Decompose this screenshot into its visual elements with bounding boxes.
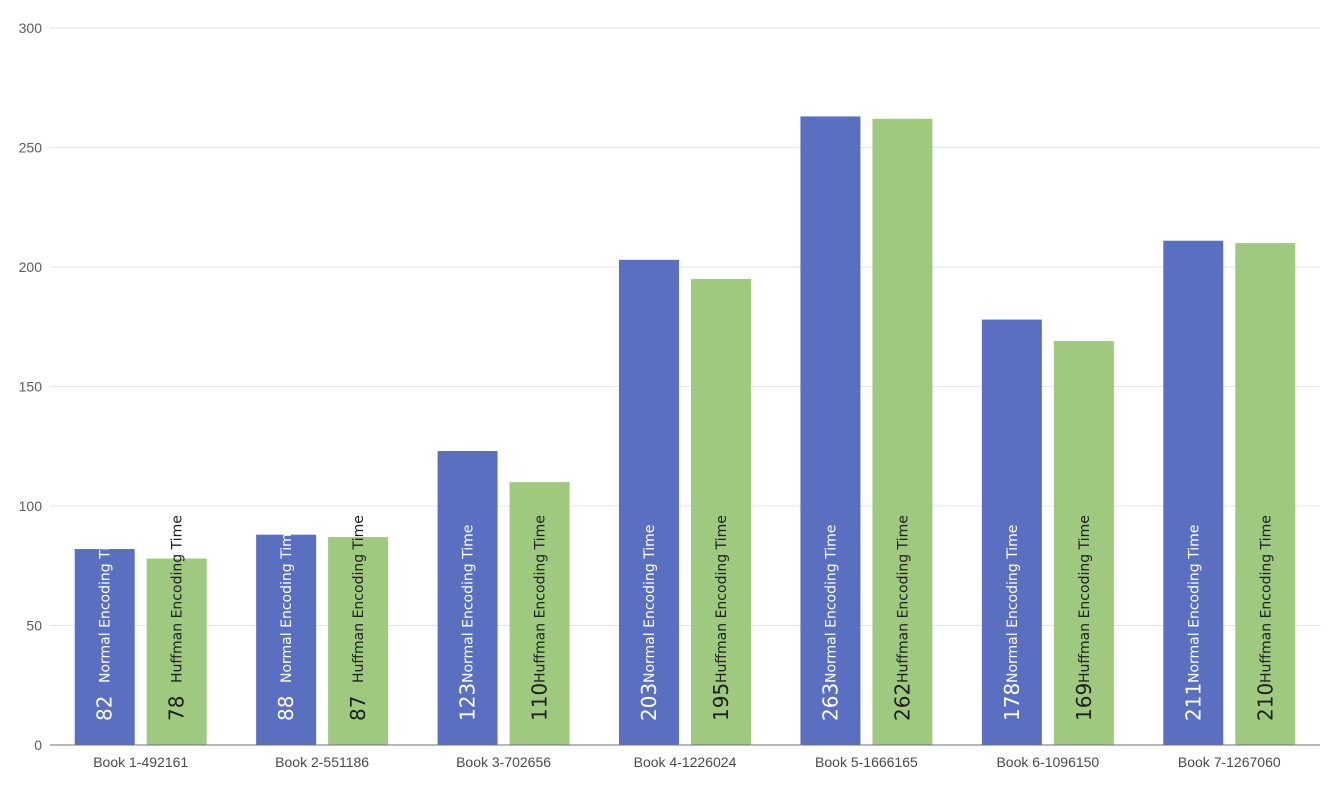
bar-value-label: 211	[1181, 683, 1205, 721]
bar-huffman	[1053, 341, 1114, 745]
bar-series-label: Normal Encoding Time	[1186, 525, 1202, 683]
y-tick-label: 0	[34, 737, 42, 753]
bar-huffman	[1235, 243, 1296, 745]
y-axis-ticks: 0 50 100 150 200 250 300	[19, 20, 43, 753]
bar-value-label: 123	[456, 683, 480, 721]
gridlines	[50, 27, 1320, 626]
bar-huffman	[328, 537, 389, 745]
bar-normal	[1163, 240, 1224, 745]
bar-normal	[256, 534, 317, 745]
bar-normal	[800, 116, 861, 746]
y-tick-label: 150	[19, 379, 43, 395]
bar-huffman	[691, 278, 751, 745]
bar-normal	[981, 319, 1042, 745]
bar-series-label: Huffman Encoding Time	[895, 515, 911, 683]
bar-normal	[619, 259, 679, 745]
bar-value-label: 195	[709, 683, 733, 721]
bar-value-label: 110	[528, 683, 552, 721]
bar-series-label: Huffman Encoding Time	[1258, 515, 1274, 683]
bar-series-label: Huffman Encoding Time	[714, 515, 730, 683]
bar-series-label: Huffman Encoding Time	[351, 515, 367, 683]
bar-labels: 82 Normal Encoding Time 78 Huffman Encoding…	[93, 515, 1278, 721]
x-category-label: Book 1-492161	[93, 754, 188, 770]
x-category-label: Book 5-1666165	[815, 754, 918, 770]
bar-value-label: 203	[637, 683, 661, 721]
y-tick-label: 200	[19, 259, 43, 275]
y-tick-label: 250	[19, 140, 43, 156]
bar-huffman	[872, 118, 933, 745]
bar-series-label: Normal Encoding Time	[823, 525, 839, 683]
bar-value-label: 210	[1253, 683, 1277, 721]
bar-series-label: Normal Encoding Time	[461, 525, 477, 683]
bars	[74, 116, 1296, 746]
bar-value-label: 169	[1072, 683, 1096, 721]
bar-value-label: 78	[165, 696, 189, 721]
bar-value-label: 262	[890, 683, 914, 721]
bar-series-label: Huffman Encoding Time	[533, 515, 549, 683]
bar-series-label: Normal Encoding Time	[642, 525, 658, 683]
x-category-label: Book 6-1096150	[996, 754, 1099, 770]
x-category-label: Book 3-702656	[456, 754, 551, 770]
bar-normal	[437, 451, 498, 745]
bar-series-label: Normal Encoding Time	[1005, 525, 1021, 683]
x-category-label: Book 7-1267060	[1178, 754, 1281, 770]
x-category-label: Book 2-551186	[275, 754, 369, 770]
bar-normal	[74, 549, 135, 745]
bar-value-label: 82	[93, 696, 117, 721]
x-category-label: Book 4-1226024	[634, 754, 737, 770]
bar-series-label: Huffman Encoding Time	[170, 515, 186, 683]
bar-value-label: 87	[346, 696, 370, 721]
x-axis-labels: Book 1-492161 Book 2-551186 Book 3-702656 B…	[93, 754, 1281, 770]
bar-series-label: Huffman Encoding Time	[1077, 515, 1093, 683]
y-tick-label: 300	[19, 20, 43, 36]
bar-value-label: 88	[274, 696, 298, 721]
bar-value-label: 263	[818, 683, 842, 721]
bar-huffman	[146, 558, 207, 745]
y-tick-label: 100	[19, 498, 43, 514]
bar-series-label: Normal Encoding Time	[279, 525, 295, 683]
y-tick-label: 50	[26, 618, 42, 634]
bar-huffman	[509, 482, 570, 745]
bar-value-label: 178	[1000, 683, 1024, 721]
bar-series-label: Normal Encoding Time	[98, 525, 114, 683]
